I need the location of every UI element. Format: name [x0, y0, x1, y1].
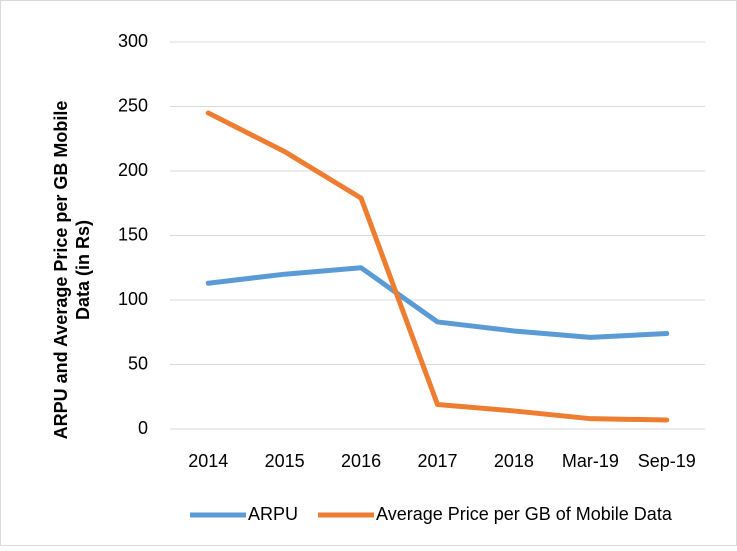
y-axis-label: Data (in Rs)	[73, 220, 93, 320]
x-tick-label: 2015	[265, 451, 305, 471]
x-tick-label: 2018	[494, 451, 534, 471]
x-tick-label: 2014	[188, 451, 228, 471]
x-tick-label: 2017	[417, 451, 457, 471]
legend-label: ARPU	[248, 504, 298, 524]
y-axis-label: ARPU and Average Price per GB Mobile	[51, 101, 71, 440]
y-tick-label: 200	[118, 160, 148, 180]
y-tick-label: 300	[118, 31, 148, 51]
x-tick-label: Sep-19	[638, 451, 696, 471]
y-tick-label: 50	[128, 353, 148, 373]
x-tick-label: 2016	[341, 451, 381, 471]
legend-label: Average Price per GB of Mobile Data	[376, 504, 673, 524]
series-line	[205, 110, 670, 423]
y-tick-label: 100	[118, 289, 148, 309]
x-tick-label: Mar-19	[562, 451, 619, 471]
y-tick-label: 0	[138, 418, 148, 438]
y-tick-label: 250	[118, 95, 148, 115]
y-tick-label: 150	[118, 224, 148, 244]
series-line	[205, 265, 670, 340]
